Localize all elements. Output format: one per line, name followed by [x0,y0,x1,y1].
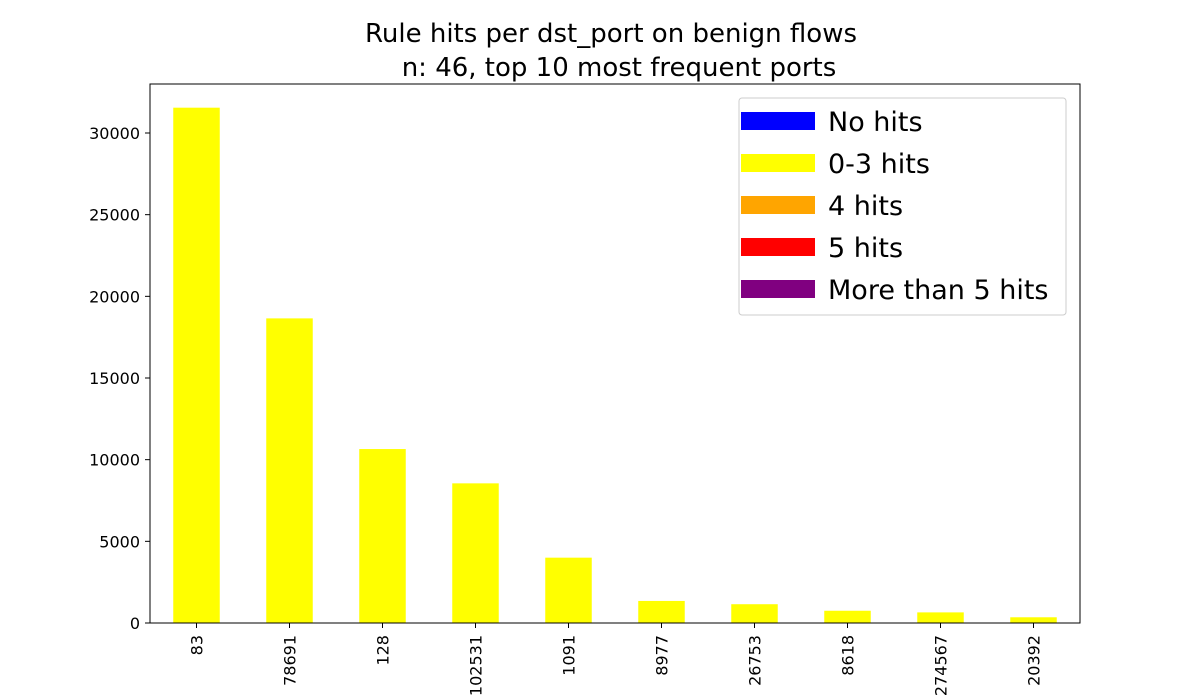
bar-8618 [824,610,871,623]
legend-label: No hits [828,107,923,138]
x-tick-label: 78691 [281,635,300,686]
x-tick-label: 20392 [1025,635,1044,686]
legend-swatch [741,280,815,298]
y-tick-label: 5000 [99,532,140,551]
legend-swatch [741,238,815,256]
y-tick-label: 30000 [89,124,140,143]
legend-label: 5 hits [828,233,903,264]
y-tick-label: 20000 [89,287,140,306]
x-tick-label: 102531 [467,635,486,696]
x-tick-label: 8977 [653,635,672,676]
bar-274567 [917,612,964,623]
legend-swatch [741,154,815,172]
y-tick-label: 0 [130,614,140,633]
bar-1091 [545,557,592,623]
legend-swatch [741,112,815,130]
chart-title-line1: Rule hits per dst_port on benign flows [365,19,857,49]
y-tick-label: 15000 [89,369,140,388]
plot-frame [149,83,1081,624]
bar-8977 [638,600,685,623]
y-tick-label: 25000 [89,206,140,225]
x-tick-label: 26753 [746,635,765,686]
x-tick-label: 83 [188,635,207,655]
bar-102531 [452,483,499,623]
y-tick-label: 10000 [89,451,140,470]
bar-26753 [731,604,778,623]
legend-box [738,97,1067,316]
x-tick-label: 128 [374,635,393,666]
legend: No hits 0-3 hits 4 hits 5 hits More than 5 h… [738,97,1067,316]
legend-swatch [741,196,815,214]
legend-label: More than 5 hits [828,275,1048,306]
chart-title-line2: n: 46, top 10 most frequent ports [402,53,837,83]
x-tick-label: 1091 [560,635,579,676]
bar-128 [359,449,406,623]
x-tick-label: 274567 [932,635,951,696]
bar-83 [173,107,220,623]
bar-78691 [266,318,313,623]
legend-label: 4 hits [828,191,903,222]
legend-label: 0-3 hits [828,149,930,180]
bar-20392 [1010,617,1057,623]
x-tick-label: 8618 [839,635,858,676]
